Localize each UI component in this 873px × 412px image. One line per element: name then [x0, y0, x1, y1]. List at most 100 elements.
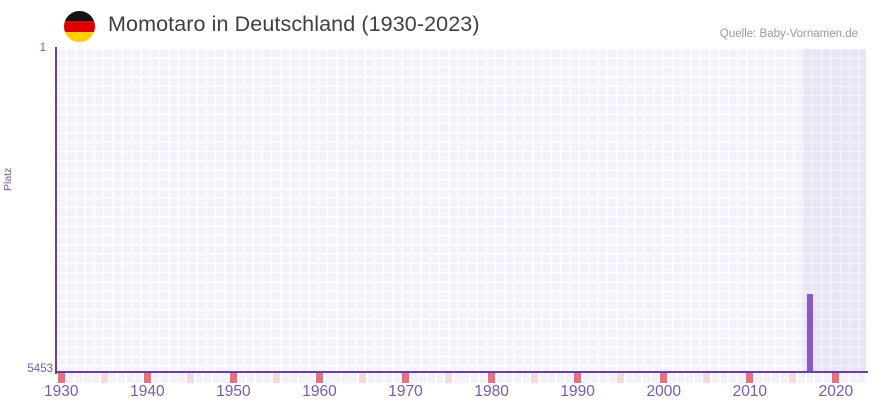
- x-tick-plain: [427, 373, 435, 383]
- x-tick-plain: [729, 373, 737, 383]
- x-tick-plain: [694, 373, 702, 383]
- plot-area: [57, 49, 866, 372]
- flag-band-gold: [64, 31, 95, 42]
- x-tick-plain: [505, 373, 513, 383]
- y-axis-title: Platz: [2, 167, 14, 191]
- x-tick-major: [57, 373, 65, 383]
- y-axis-line: [55, 47, 58, 374]
- chart-title: Momotaro in Deutschland (1930-2023): [108, 12, 480, 36]
- x-axis-tick-label: 2020: [818, 383, 854, 400]
- x-tick-plain: [651, 373, 659, 383]
- x-tick-plain: [255, 373, 263, 383]
- x-tick-major: [229, 373, 237, 383]
- x-tick-plain: [376, 373, 384, 383]
- x-tick-plain: [823, 373, 831, 383]
- x-tick-plain: [341, 373, 349, 383]
- x-tick-major: [660, 373, 668, 383]
- x-tick-plain: [841, 373, 848, 383]
- x-tick-plain: [92, 373, 100, 383]
- x-tick-minor: [100, 373, 108, 383]
- x-tick-plain: [178, 373, 186, 383]
- x-axis-tick-label: 1990: [560, 383, 595, 400]
- x-tick-minor: [617, 373, 625, 383]
- source-attribution: Quelle: Baby-Vornamen.de: [719, 28, 858, 40]
- x-tick-major: [488, 373, 496, 383]
- x-tick-plain: [496, 373, 504, 383]
- x-tick-minor: [186, 373, 194, 383]
- x-tick-plain: [152, 373, 160, 383]
- x-tick-plain: [806, 373, 814, 383]
- x-tick-plain: [591, 373, 599, 383]
- x-tick-plain: [608, 373, 616, 383]
- x-tick-plain: [668, 373, 676, 383]
- x-tick-minor: [703, 373, 711, 383]
- x-tick-minor: [789, 373, 797, 383]
- x-tick-plain: [686, 373, 693, 383]
- x-axis-tick-label: 1950: [216, 383, 251, 400]
- x-tick-plain: [600, 373, 607, 383]
- x-tick-plain: [169, 373, 177, 383]
- x-tick-plain: [109, 373, 117, 383]
- x-tick-plain: [367, 373, 375, 383]
- x-tick-plain: [221, 373, 229, 383]
- x-tick-plain: [298, 373, 306, 383]
- x-tick-plain: [479, 373, 487, 383]
- x-tick-plain: [720, 373, 728, 383]
- x-tick-plain: [264, 373, 272, 383]
- x-tick-minor: [445, 373, 453, 383]
- x-axis-tick-label: 1940: [130, 383, 165, 400]
- x-tick-plain: [539, 373, 547, 383]
- x-tick-plain: [410, 373, 418, 383]
- x-tick-plain: [212, 373, 220, 383]
- x-tick-plain: [565, 373, 573, 383]
- x-axis-tick-label: 2000: [646, 383, 681, 400]
- x-axis-tick-label: 1980: [474, 383, 509, 400]
- x-tick-plain: [772, 373, 780, 383]
- x-tick-plain: [677, 373, 685, 383]
- x-tick-plain: [238, 373, 246, 383]
- x-tick-plain: [135, 373, 143, 383]
- x-tick-major: [574, 373, 582, 383]
- german-flag-icon: [64, 11, 95, 42]
- x-tick-plain: [247, 373, 255, 383]
- x-tick-major: [832, 373, 840, 383]
- flag-band-black: [64, 11, 95, 22]
- x-tick-plain: [324, 373, 332, 383]
- flag-band-red: [64, 21, 95, 32]
- y-axis-bottom-label: 5453: [27, 363, 53, 375]
- x-tick-plain: [307, 373, 315, 383]
- x-tick-minor: [359, 373, 366, 383]
- data-bar[interactable]: [806, 293, 814, 372]
- x-axis-line: [55, 371, 868, 374]
- x-tick-plain: [470, 373, 478, 383]
- x-tick-plain: [436, 373, 444, 383]
- x-tick-major: [143, 373, 151, 383]
- x-tick-plain: [75, 373, 82, 383]
- x-tick-plain: [281, 373, 289, 383]
- x-tick-plain: [557, 373, 564, 383]
- x-tick-plain: [83, 373, 91, 383]
- x-tick-plain: [522, 373, 530, 383]
- x-axis-tick-label: 1970: [388, 383, 423, 400]
- x-tick-plain: [333, 373, 341, 383]
- x-tick-plain: [849, 373, 857, 383]
- x-tick-major: [402, 373, 409, 383]
- x-tick-plain: [453, 373, 461, 383]
- x-tick-plain: [126, 373, 134, 383]
- x-tick-plain: [763, 373, 771, 383]
- x-tick-plain: [66, 373, 74, 383]
- x-tick-plain: [161, 373, 168, 383]
- x-tick-plain: [290, 373, 298, 383]
- x-tick-plain: [195, 373, 203, 383]
- x-tick-plain: [625, 373, 633, 383]
- x-tick-plain: [419, 373, 427, 383]
- x-tick-plain: [350, 373, 358, 383]
- x-tick-plain: [548, 373, 556, 383]
- x-tick-major: [316, 373, 323, 383]
- x-tick-plain: [754, 373, 762, 383]
- grid-lines: [57, 49, 866, 372]
- x-tick-plain: [780, 373, 788, 383]
- x-tick-plain: [634, 373, 642, 383]
- x-tick-plain: [643, 373, 650, 383]
